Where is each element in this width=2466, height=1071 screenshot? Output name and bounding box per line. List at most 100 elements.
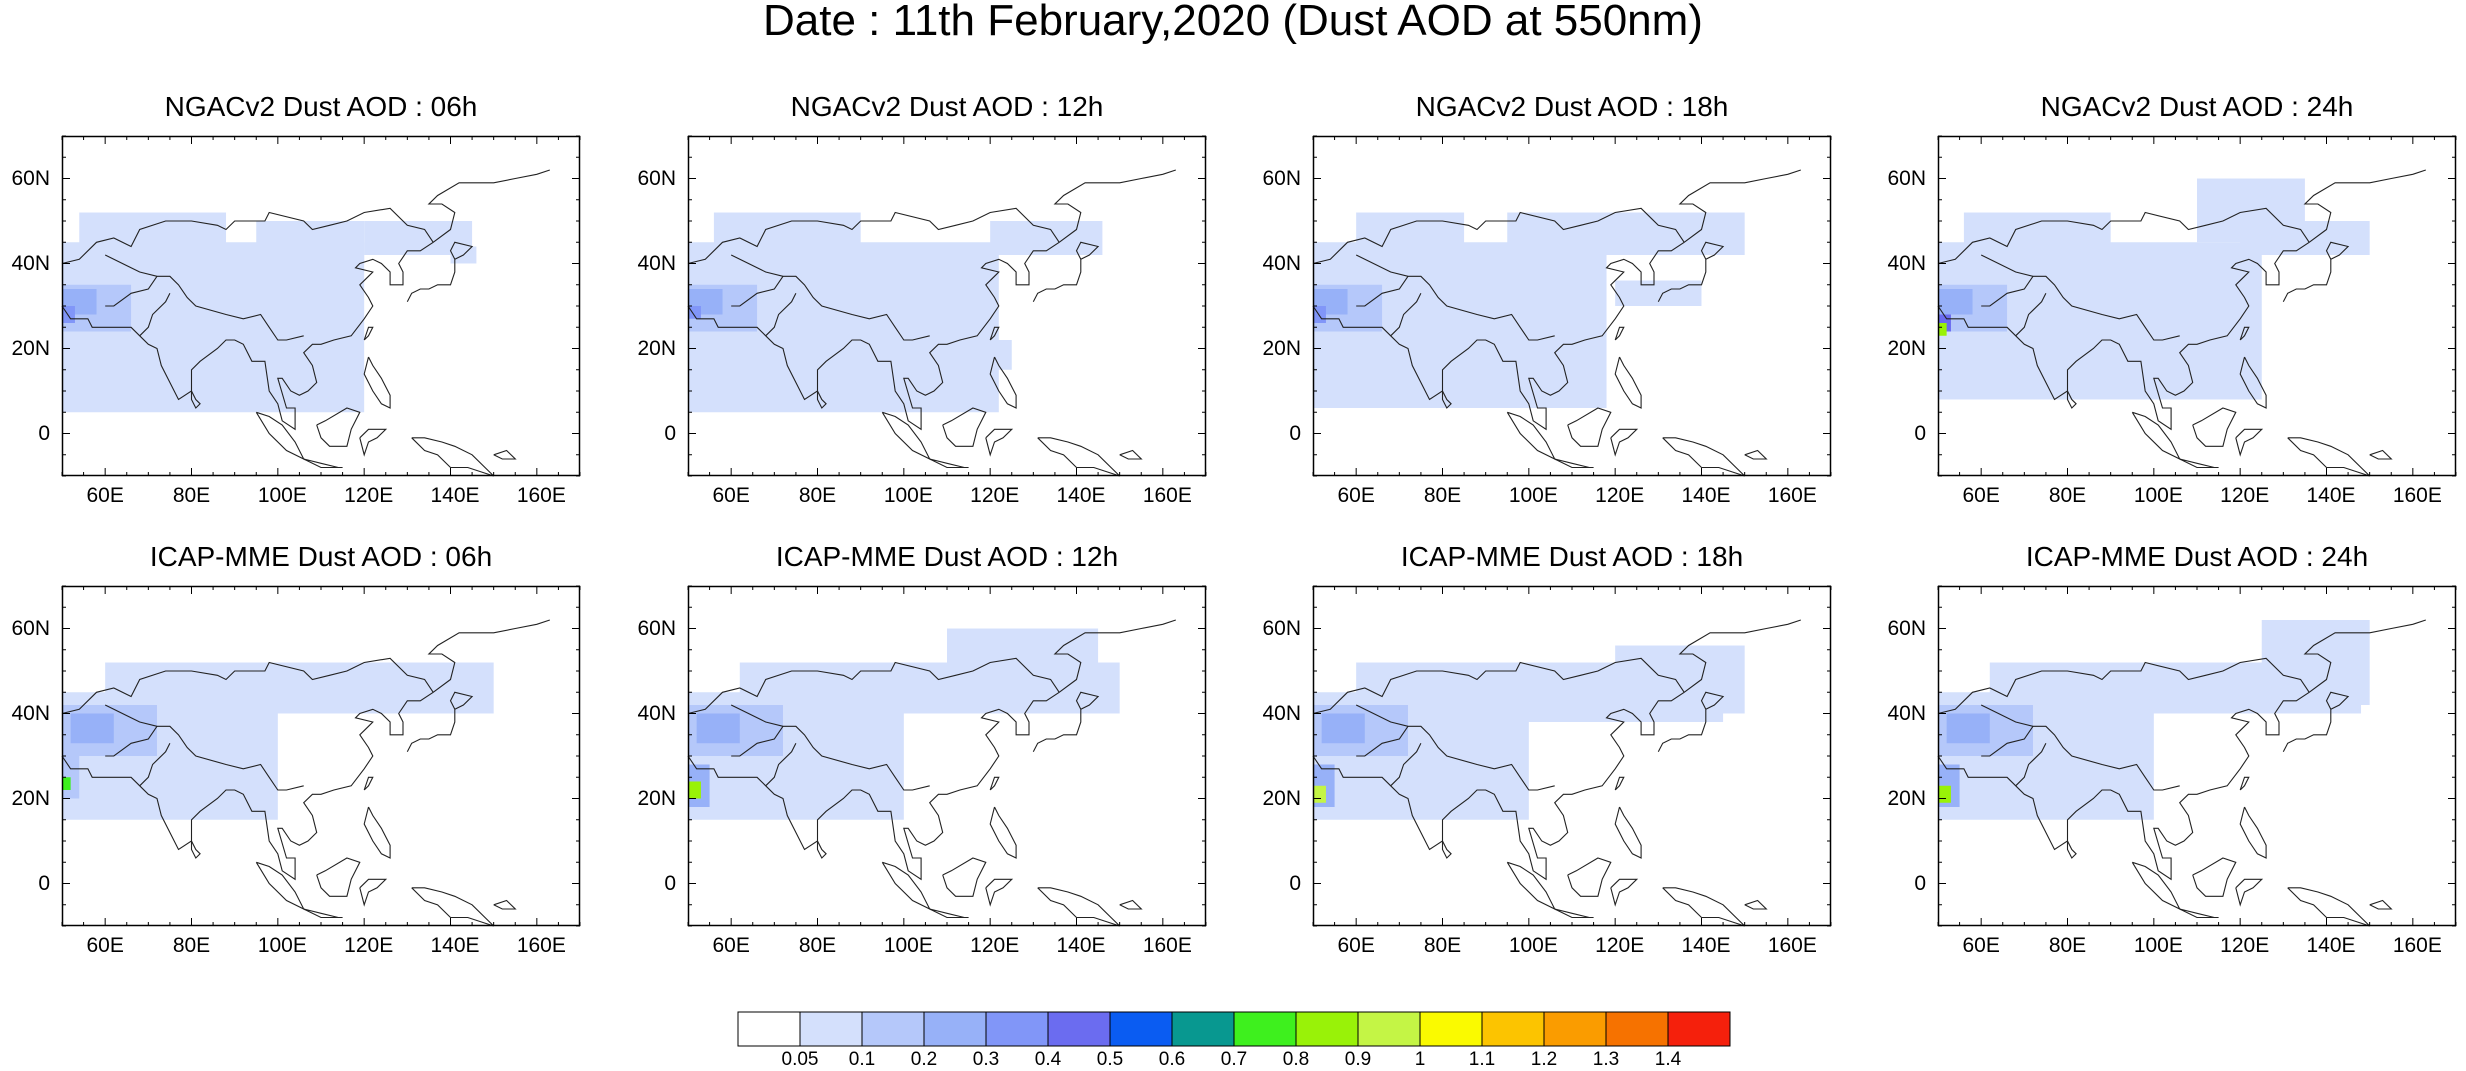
coastline xyxy=(255,861,305,911)
colorbar-swatch xyxy=(1047,1011,1111,1047)
coastline xyxy=(687,657,1060,715)
coastline xyxy=(1119,449,1143,460)
coastline xyxy=(2066,840,2077,859)
aod-field-cell xyxy=(990,221,1103,255)
coastline xyxy=(255,411,305,461)
coastline xyxy=(2282,241,2350,303)
aod-field-cell xyxy=(1356,212,1465,247)
dust-aod-map xyxy=(1937,135,2457,477)
coastline xyxy=(687,169,1176,431)
colorbar-label: 0.2 xyxy=(910,1049,938,1070)
coastline xyxy=(1037,887,1121,927)
coastline xyxy=(1937,207,2310,265)
lat-tick-label: 60N xyxy=(1887,616,1926,640)
coastline xyxy=(2282,691,2350,753)
coastline xyxy=(731,275,784,307)
lon-tick-label: 100E xyxy=(883,484,933,507)
lon-tick-label: 160E xyxy=(2392,484,2442,507)
lon-tick-label: 80E xyxy=(1423,484,1462,507)
panel-title: NGACv2 Dust AOD : 24h xyxy=(2040,91,2354,122)
coastline xyxy=(411,437,495,477)
coastline xyxy=(1037,437,1121,477)
colorbar-swatch xyxy=(1233,1011,1297,1047)
coastline xyxy=(1390,743,1422,787)
coastline xyxy=(1441,840,1452,859)
lon-tick-label: 160E xyxy=(516,934,566,957)
coastline xyxy=(2066,390,2077,409)
lon-tick-label: 80E xyxy=(172,934,211,957)
coastline xyxy=(493,899,517,910)
lon-tick-label: 60E xyxy=(712,484,750,507)
colorbar-label: 0.5 xyxy=(1096,1049,1124,1070)
lon-tick-label: 120E xyxy=(1595,934,1645,957)
coastline xyxy=(303,908,343,919)
lat-tick-label: 20N xyxy=(1262,336,1301,360)
dust-aod-map xyxy=(61,135,581,477)
coastline xyxy=(1614,356,1642,409)
colorbar-label: 0.1 xyxy=(848,1049,876,1070)
lon-tick-label: 140E xyxy=(2306,484,2356,507)
aod-field-cell xyxy=(2240,221,2370,255)
panel-title: ICAP-MME Dust AOD : 24h xyxy=(2025,541,2369,572)
coastline xyxy=(1614,776,1625,791)
lon-tick-label: 100E xyxy=(1508,484,1558,507)
coastline xyxy=(61,657,434,715)
coastline xyxy=(2015,743,2047,787)
coastline xyxy=(816,840,827,859)
coastline xyxy=(1980,704,2180,791)
dust-aod-map xyxy=(1312,585,1832,927)
coastline xyxy=(1567,857,1612,897)
lon-tick-label: 120E xyxy=(2220,934,2270,957)
lat-tick-label: 0 xyxy=(664,871,676,895)
coastline xyxy=(929,908,969,919)
coastline xyxy=(1937,657,2310,715)
lat-tick-label: 40N xyxy=(637,251,676,275)
colorbar-swatch xyxy=(737,1011,801,1047)
aod-field-cell xyxy=(70,713,114,744)
lon-tick-label: 60E xyxy=(1337,934,1375,957)
aod-field-cell xyxy=(1946,713,1990,744)
colorbar-swatch xyxy=(1605,1011,1669,1047)
coastline xyxy=(363,806,391,859)
lon-tick-label: 60E xyxy=(1962,484,2000,507)
coastline xyxy=(1744,449,1768,460)
colorbar-label: 1.4 xyxy=(1654,1049,1682,1070)
lon-tick-label: 160E xyxy=(516,484,566,507)
colorbar-swatch xyxy=(1357,1011,1421,1047)
coastline xyxy=(363,326,374,341)
colorbar-swatch xyxy=(799,1011,863,1047)
aod-field-cell xyxy=(277,671,451,697)
coastline xyxy=(139,743,171,787)
coastline xyxy=(1032,691,1100,753)
colorbar-label: 1.2 xyxy=(1530,1049,1558,1070)
aod-field-cell xyxy=(1938,323,1947,336)
lat-tick-label: 20N xyxy=(1887,786,1926,810)
lat-tick-label: 20N xyxy=(11,786,50,810)
coastline xyxy=(1554,908,1594,919)
colorbar-label: 0.9 xyxy=(1344,1049,1372,1070)
coastline xyxy=(730,704,930,791)
lon-tick-label: 160E xyxy=(1142,484,1192,507)
lon-tick-label: 160E xyxy=(1767,484,1817,507)
dust-aod-map xyxy=(1312,135,1832,477)
coastline xyxy=(363,356,391,409)
coastline xyxy=(730,254,930,341)
lon-tick-label: 60E xyxy=(1337,484,1375,507)
lon-tick-label: 120E xyxy=(1595,484,1645,507)
coastline xyxy=(316,857,361,897)
colorbar-label: 1.3 xyxy=(1592,1049,1620,1070)
lat-tick-label: 20N xyxy=(1262,786,1301,810)
coastline xyxy=(816,390,827,409)
lon-tick-label: 140E xyxy=(430,484,480,507)
lon-tick-label: 140E xyxy=(1681,934,1731,957)
lat-tick-label: 20N xyxy=(1887,336,1926,360)
coastline xyxy=(881,861,931,911)
colorbar-label: 0.05 xyxy=(781,1049,819,1070)
colorbar-label: 0.8 xyxy=(1282,1049,1310,1070)
lon-tick-label: 80E xyxy=(798,934,837,957)
lon-tick-label: 80E xyxy=(798,484,837,507)
coastline xyxy=(1662,437,1746,477)
lat-tick-label: 40N xyxy=(1262,251,1301,275)
coastline xyxy=(989,806,1017,859)
